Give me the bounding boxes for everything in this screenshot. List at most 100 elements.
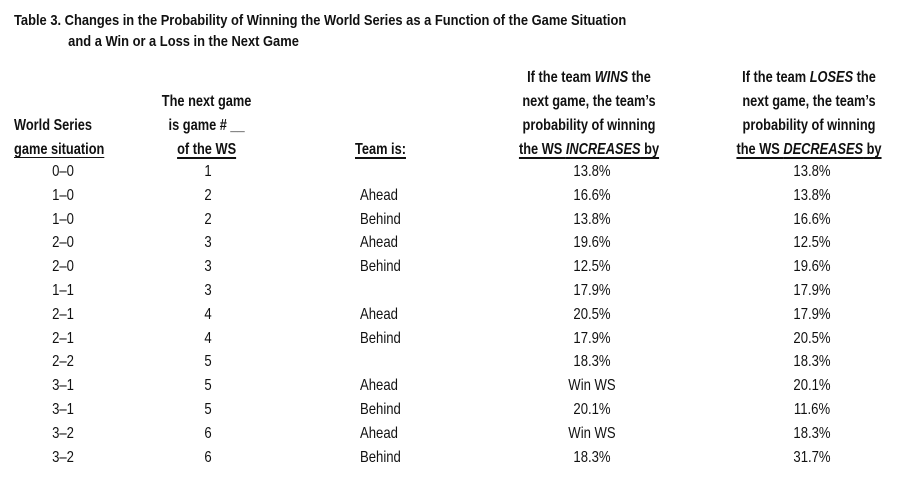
table-row: 1–0 2 Behind 13.8% 16.6%: [0, 208, 914, 232]
cell-next-game: 1: [204, 163, 212, 180]
header-loses-emphasis: LOSES: [809, 69, 854, 86]
header-team-label: Team is:: [355, 141, 406, 158]
header-next-game-line-2: is game # __: [168, 117, 245, 134]
cell-next-game: 3: [204, 258, 212, 276]
cell-loss-decrease: 20.5%: [793, 329, 831, 347]
cell-next-game: 2: [204, 186, 212, 204]
cell-win-increase: Win WS: [568, 377, 616, 395]
table-row: 3–2 6 Ahead Win WS 18.3%: [0, 422, 914, 446]
cell-situation: 1–0: [52, 186, 74, 204]
header-situation: World Series game situation: [14, 114, 104, 162]
cell-next-game: 4: [204, 329, 212, 347]
cell-team: Ahead: [360, 305, 398, 323]
cell-team: Ahead: [360, 234, 398, 252]
header-wins-line-1-post: the: [628, 69, 651, 86]
header-wins-line-1: If the team WINS the: [509, 66, 669, 90]
header-wins-line-4-post: by: [640, 141, 660, 158]
cell-next-game: 3: [204, 234, 212, 252]
header-loses-line-1: If the team LOSES the: [729, 66, 889, 90]
cell-team: Behind: [360, 258, 401, 276]
header-loses-line-4-pre: the WS: [736, 141, 784, 158]
cell-win-increase: 20.5%: [573, 305, 611, 323]
table-row: 3–1 5 Ahead Win WS 20.1%: [0, 374, 914, 398]
cell-team: Ahead: [360, 186, 398, 204]
cell-win-increase: 13.8%: [573, 163, 611, 180]
cell-loss-decrease: 19.6%: [793, 258, 831, 276]
cell-loss-decrease: 18.3%: [793, 424, 831, 442]
header-loses-line-1-pre: If the team: [742, 69, 810, 86]
header-loses-decreases: DECREASES: [783, 141, 864, 158]
header-loses-line-4: the WS DECREASES by: [729, 138, 889, 162]
cell-situation: 3–2: [52, 424, 74, 442]
cell-loss-decrease: 13.8%: [793, 186, 831, 204]
cell-next-game: 5: [204, 353, 212, 371]
cell-situation: 2–1: [52, 329, 74, 347]
cell-next-game: 2: [204, 210, 212, 228]
table-row: 1–1 3 17.9% 17.9%: [0, 279, 914, 303]
header-next-game-line-3: of the WS: [177, 141, 237, 158]
header-team: Team is:: [355, 138, 406, 162]
cell-next-game: 6: [204, 424, 212, 442]
cell-next-game: 5: [204, 377, 212, 395]
cell-team: Behind: [360, 329, 401, 347]
cell-situation: 0–0: [52, 163, 74, 180]
cell-win-increase: 13.8%: [573, 210, 611, 228]
cell-win-increase: 19.6%: [573, 234, 611, 252]
cell-win-increase: 17.9%: [573, 329, 611, 347]
header-wins-line-4: the WS INCREASES by: [509, 138, 669, 162]
cell-win-increase: 20.1%: [573, 400, 611, 418]
table-row: 3–2 6 Behind 18.3% 31.7%: [0, 446, 914, 470]
cell-next-game: 3: [204, 281, 212, 299]
header-situation-line-2: game situation: [14, 141, 105, 158]
table-row: 2–0 3 Behind 12.5% 19.6%: [0, 255, 914, 279]
table-row: 2–1 4 Behind 17.9% 20.5%: [0, 327, 914, 351]
table-row: 1–0 2 Ahead 16.6% 13.8%: [0, 184, 914, 208]
header-wins-line-1-pre: If the team: [527, 69, 595, 86]
header-loses-line-2: next game, the team’s: [742, 93, 876, 110]
cell-team: Behind: [360, 400, 401, 418]
header-next-game: The next game is game # __ of the WS: [157, 90, 256, 162]
cell-loss-decrease: 12.5%: [793, 234, 831, 252]
cell-next-game: 4: [204, 305, 212, 323]
cell-loss-decrease: 16.6%: [793, 210, 831, 228]
cell-situation: 3–1: [52, 400, 74, 418]
cell-win-increase: 17.9%: [573, 281, 611, 299]
cell-loss-decrease: 17.9%: [793, 281, 831, 299]
cell-situation: 1–1: [52, 281, 74, 299]
cell-win-increase: 16.6%: [573, 186, 611, 204]
cell-situation: 2–2: [52, 353, 74, 371]
table-title-line-1: Table 3. Changes in the Probability of W…: [14, 12, 627, 29]
header-situation-line-1: World Series: [14, 117, 93, 134]
header-wins-emphasis: WINS: [594, 69, 629, 86]
table-row: 2–0 3 Ahead 19.6% 12.5%: [0, 231, 914, 255]
cell-loss-decrease: 17.9%: [793, 305, 831, 323]
header-wins-line-3: probability of winning: [522, 117, 656, 134]
table-title-line-2: and a Win or a Loss in the Next Game: [68, 33, 299, 50]
header-loses-line-1-post: the: [853, 69, 876, 86]
cell-situation: 1–0: [52, 210, 74, 228]
cell-win-increase: Win WS: [568, 424, 616, 442]
cell-loss-decrease: 13.8%: [793, 163, 831, 180]
cell-team: Ahead: [360, 424, 398, 442]
cell-situation: 3–1: [52, 377, 74, 395]
table-body: 0–0 1 13.8% 13.8% 1–0 2 Ahead 16.6% 13.8…: [0, 160, 914, 469]
cell-next-game: 5: [204, 400, 212, 418]
header-loses-line-3: probability of winning: [742, 117, 876, 134]
table-title: Table 3. Changes in the Probability of W…: [14, 10, 626, 52]
cell-win-increase: 18.3%: [573, 353, 611, 371]
header-next-game-line-1: The next game: [161, 93, 252, 110]
cell-situation: 3–2: [52, 448, 74, 466]
table-row: 3–1 5 Behind 20.1% 11.6%: [0, 398, 914, 422]
header-loses: If the team LOSES the next game, the tea…: [729, 66, 889, 162]
header-wins-increases: INCREASES: [565, 141, 641, 158]
cell-loss-decrease: 20.1%: [793, 377, 831, 395]
cell-next-game: 6: [204, 448, 212, 466]
cell-team: Behind: [360, 448, 401, 466]
cell-situation: 2–1: [52, 305, 74, 323]
table-row: 0–0 1 13.8% 13.8%: [0, 160, 914, 184]
header-wins-line-4-pre: the WS: [518, 141, 566, 158]
cell-situation: 2–0: [52, 258, 74, 276]
cell-loss-decrease: 31.7%: [793, 448, 831, 466]
table-row: 2–1 4 Ahead 20.5% 17.9%: [0, 303, 914, 327]
cell-loss-decrease: 18.3%: [793, 353, 831, 371]
